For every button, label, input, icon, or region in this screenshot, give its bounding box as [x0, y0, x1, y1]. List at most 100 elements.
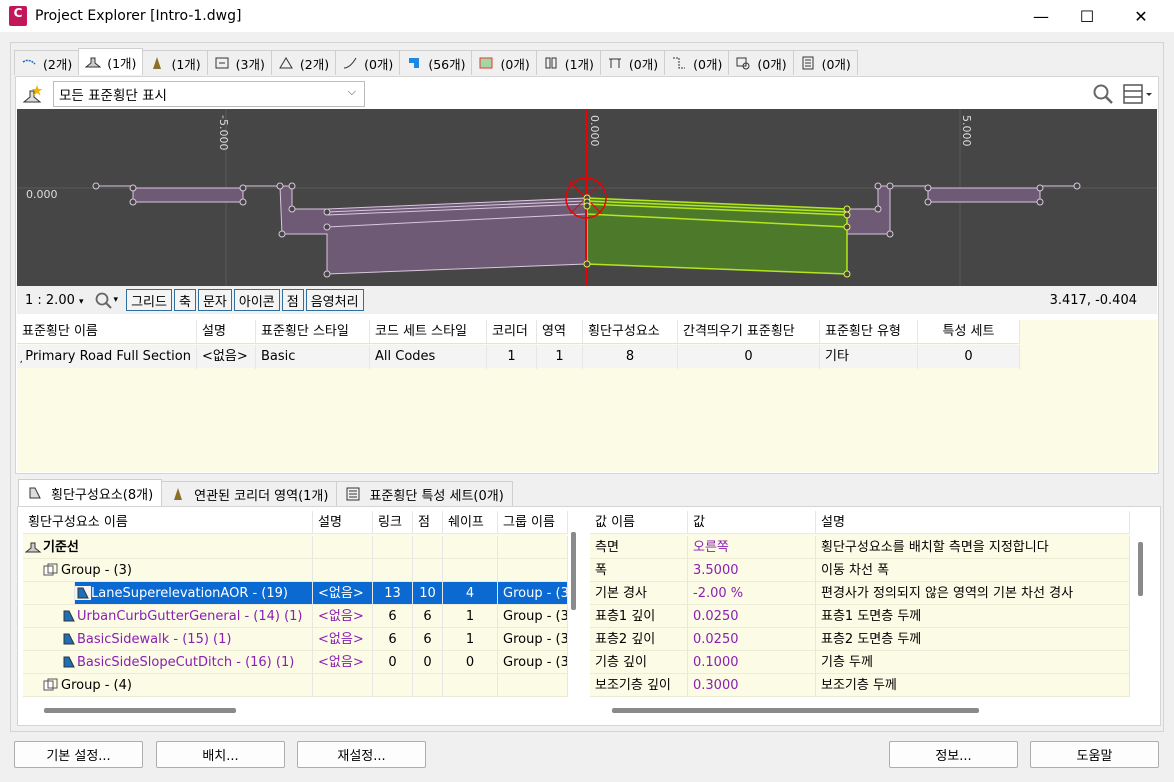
- column-header[interactable]: 영역: [537, 320, 583, 344]
- assembly-icon: [25, 542, 42, 553]
- param-value[interactable]: 오른쪽: [688, 536, 816, 559]
- tree-row-group[interactable]: Group - (4): [23, 674, 568, 697]
- axis-label-5: 5.000: [960, 115, 973, 147]
- column-header[interactable]: 표준횡단 스타일: [256, 320, 370, 344]
- close-button[interactable]: ✕: [1134, 6, 1148, 26]
- parameter-row[interactable]: 표층2 깊이 0.0250 표층2 도면층 두께: [590, 628, 1130, 651]
- tree-row-subassembly[interactable]: LaneSuperelevationAOR - (19) <없음> 13 10 …: [23, 582, 568, 605]
- cell-description: <없음>: [313, 651, 373, 674]
- sample-line-icon: [735, 56, 751, 70]
- scale-select[interactable]: 1 : 2.00 ▾: [25, 293, 84, 308]
- corridor-icon: [174, 488, 183, 500]
- assembly-filter-select[interactable]: 모든 표준횡단 표시 ⌵: [53, 81, 365, 107]
- tab-corridors[interactable]: (1개): [142, 50, 208, 75]
- tab-documents[interactable]: (0개): [792, 50, 858, 75]
- param-value[interactable]: 0.3000: [688, 674, 816, 697]
- assembly-star-icon[interactable]: [22, 83, 44, 105]
- column-header[interactable]: 값 이름: [590, 511, 688, 534]
- column-header[interactable]: 특성 세트: [918, 320, 1020, 344]
- tab-feature-lines[interactable]: (0개): [664, 50, 730, 75]
- group-icon: [43, 563, 58, 576]
- tree-row-subassembly[interactable]: BasicSideSlopeCutDitch - (16) (1) <없음> 0…: [23, 651, 568, 674]
- tree-row-subassembly[interactable]: BasicSidewalk - (15) (1) <없음> 6 6 1 Grou…: [23, 628, 568, 651]
- column-header[interactable]: 설명: [816, 511, 1130, 534]
- column-header[interactable]: 설명: [313, 511, 373, 534]
- param-value[interactable]: -2.00 %: [688, 582, 816, 605]
- defaults-button[interactable]: 기본 설정...: [14, 741, 143, 768]
- column-header[interactable]: 점: [413, 511, 443, 534]
- place-button[interactable]: 배치...: [156, 741, 285, 768]
- tab-points[interactable]: (56개): [399, 50, 473, 75]
- tree-row-group[interactable]: Group - (3): [23, 559, 568, 582]
- tab-sample-lines[interactable]: (0개): [728, 50, 794, 75]
- column-header[interactable]: 횡단구성요소: [583, 320, 678, 344]
- reset-button[interactable]: 재설정...: [297, 741, 426, 768]
- column-header[interactable]: 표준횡단 이름: [17, 320, 197, 344]
- maximize-button[interactable]: ☐: [1079, 6, 1095, 26]
- column-header[interactable]: 쉐이프: [443, 511, 498, 534]
- parameter-row[interactable]: 기층 깊이 0.1000 기층 두께: [590, 651, 1130, 674]
- param-value[interactable]: 0.1000: [688, 651, 816, 674]
- subassembly-table: 횡단구성요소 이름 설명 링크 점 쉐이프 그룹 이름 기준선 Group - …: [23, 511, 568, 697]
- tab-label: 표준횡단 특성 세트(0개): [369, 488, 504, 504]
- minimize-button[interactable]: —: [1033, 6, 1049, 26]
- cell-group: Group - (3): [498, 582, 568, 605]
- magnifier-icon: [95, 292, 112, 309]
- cell-points: 10: [413, 582, 443, 605]
- text-toggle-button[interactable]: 문자: [197, 289, 232, 311]
- subassembly-horizontal-scrollbar[interactable]: [44, 708, 236, 713]
- tab-assemblies[interactable]: (1개): [78, 48, 144, 75]
- tab-subassemblies[interactable]: (3개): [206, 50, 272, 75]
- tab-pipe-networks[interactable]: (1개): [535, 50, 601, 75]
- table-row[interactable]: Primary Road Full Section <없음> Basic All…: [17, 345, 1020, 369]
- tab-corridor-regions[interactable]: 연관된 코리더 영역(1개): [161, 481, 338, 506]
- tab-profiles[interactable]: (0개): [335, 50, 401, 75]
- subassembly-vertical-scrollbar[interactable]: [571, 532, 576, 610]
- cell-shapes: 0: [443, 651, 498, 674]
- tab-pressure-networks[interactable]: (0개): [599, 50, 666, 75]
- zoom-search-icon[interactable]: [1092, 83, 1114, 105]
- shading-toggle-button[interactable]: 음영처리: [305, 289, 364, 311]
- view-options-icon[interactable]: [1122, 83, 1154, 105]
- param-description: 표층2 도면층 두께: [816, 628, 1130, 651]
- tab-property-sets[interactable]: 표준횡단 특성 세트(0개): [336, 481, 513, 506]
- point-toggle-button[interactable]: 점: [281, 289, 304, 311]
- parameter-row[interactable]: 표층1 깊이 0.0250 표층1 도면층 두께: [590, 605, 1130, 628]
- tree-row-subassembly[interactable]: UrbanCurbGutterGeneral - (14) (1) <없음> 6…: [23, 605, 568, 628]
- grid-toggle-button[interactable]: 그리드: [126, 289, 172, 311]
- parameter-vertical-scrollbar[interactable]: [1138, 542, 1143, 596]
- tab-alignments[interactable]: (2개): [14, 50, 80, 75]
- param-name: 기층 깊이: [590, 651, 688, 674]
- tab-parcels[interactable]: (0개): [471, 50, 537, 75]
- parameter-row[interactable]: 보조기층 깊이 0.3000 보조기층 두께: [590, 674, 1130, 697]
- icon-toggle-button[interactable]: 아이콘: [233, 289, 280, 311]
- cell-regions: 1: [537, 345, 583, 369]
- param-name: 측면: [590, 536, 688, 559]
- column-header[interactable]: 설명: [197, 320, 256, 344]
- column-header[interactable]: 횡단구성요소 이름: [23, 511, 313, 534]
- column-header[interactable]: 링크: [373, 511, 413, 534]
- tree-row-baseline[interactable]: 기준선: [23, 536, 568, 559]
- param-value[interactable]: 0.0250: [688, 628, 816, 651]
- param-value[interactable]: 3.5000: [688, 559, 816, 582]
- axis-toggle-button[interactable]: 축: [173, 289, 196, 311]
- info-button[interactable]: 정보...: [889, 741, 1018, 768]
- column-header[interactable]: 코리더: [487, 320, 537, 344]
- assembly-preview-viewer[interactable]: -5.000 0.000 5.000 0.000: [17, 109, 1157, 286]
- help-button[interactable]: 도움말: [1030, 741, 1159, 768]
- parameter-row[interactable]: 폭 3.5000 이동 차선 폭: [590, 559, 1130, 582]
- column-header[interactable]: 값: [688, 511, 816, 534]
- column-header[interactable]: 간격띄우기 표준횡단: [678, 320, 820, 344]
- column-header[interactable]: 코드 세트 스타일: [370, 320, 487, 344]
- column-header[interactable]: 표준횡단 유형: [820, 320, 918, 344]
- tab-surfaces[interactable]: (2개): [270, 50, 337, 75]
- param-value[interactable]: 0.0250: [688, 605, 816, 628]
- subassembly-table-header: 횡단구성요소 이름 설명 링크 점 쉐이프 그룹 이름: [23, 511, 568, 534]
- cell-links: 6: [373, 628, 413, 651]
- parameter-row[interactable]: 기본 경사 -2.00 % 편경사가 정의되지 않은 영역의 기본 차선 경사: [590, 582, 1130, 605]
- parameter-row[interactable]: 측면 오른쪽 횡단구성요소를 배치할 측면을 지정합니다: [590, 536, 1130, 559]
- tab-subassemblies-detail[interactable]: 횡단구성요소(8개): [18, 479, 163, 506]
- zoom-menu[interactable]: ▾: [94, 291, 118, 309]
- column-header[interactable]: 그룹 이름: [498, 511, 568, 534]
- parameter-horizontal-scrollbar[interactable]: [612, 708, 979, 713]
